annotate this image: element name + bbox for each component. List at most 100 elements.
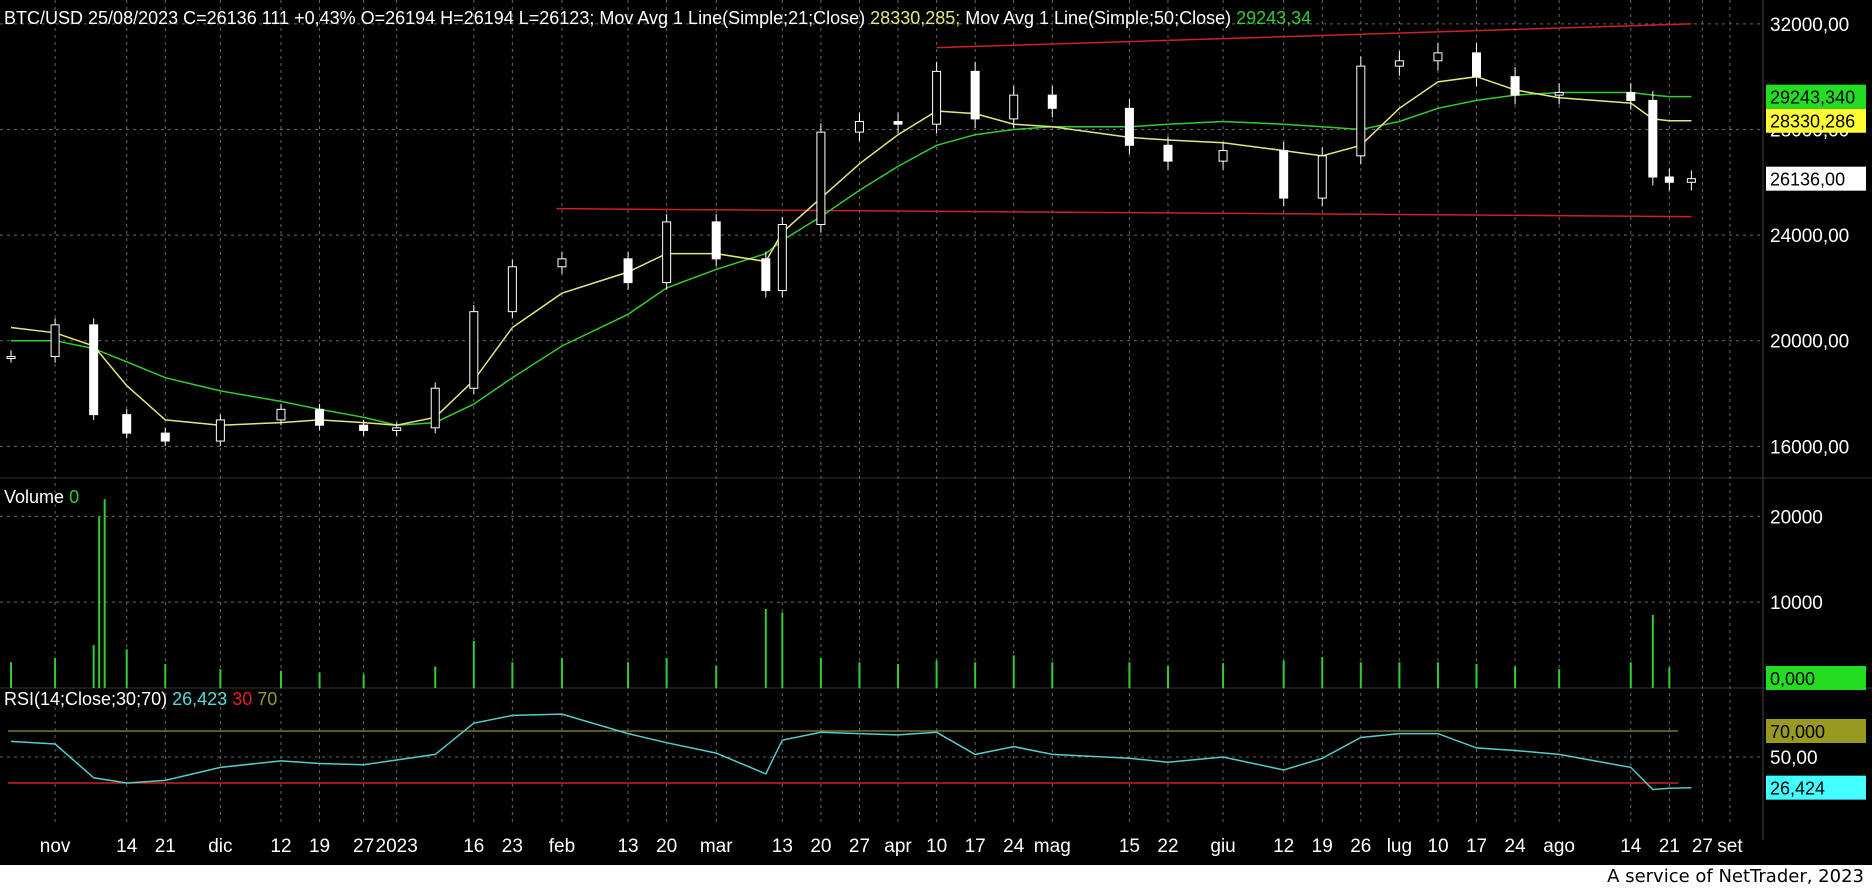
x-tick-label: 10 bbox=[1427, 836, 1448, 857]
candle-body bbox=[1047, 94, 1057, 109]
price-candles bbox=[6, 43, 1696, 447]
candle-body bbox=[89, 324, 99, 416]
x-tick-label: 17 bbox=[965, 836, 986, 857]
x-tick-label: 20 bbox=[656, 836, 677, 857]
ma50-line bbox=[11, 91, 1692, 426]
volume-badge-bg bbox=[1766, 666, 1866, 690]
grid-lines bbox=[0, 0, 1763, 822]
x-tick-label: 24 bbox=[1505, 836, 1527, 857]
candle-body bbox=[761, 258, 771, 292]
header-quote: C=26136 111 +0,43% O=26194 H=26194 L=261… bbox=[183, 8, 594, 28]
candle-body bbox=[932, 70, 942, 125]
candle-body bbox=[1433, 52, 1443, 62]
x-tick-label: 21 bbox=[155, 836, 176, 857]
footer-credit: A service of NetTrader, 2023 bbox=[1607, 866, 1864, 887]
x-tick-label: 27 bbox=[849, 836, 870, 857]
x-tick-label: 15 bbox=[1119, 836, 1140, 857]
price-badge: 29243,340 bbox=[1770, 88, 1855, 108]
x-tick-label: mar bbox=[700, 836, 733, 857]
x-tick-label: 27 bbox=[1692, 836, 1713, 857]
candle-body bbox=[1510, 76, 1520, 96]
x-tick-label: lug bbox=[1387, 836, 1412, 857]
candle-body bbox=[1664, 176, 1674, 183]
x-tick-label: 19 bbox=[309, 836, 330, 857]
rsi-line bbox=[10, 713, 1692, 791]
candle-body bbox=[662, 221, 672, 284]
trendline-support bbox=[556, 207, 1692, 218]
candle-body bbox=[276, 408, 286, 421]
candle-body bbox=[1394, 60, 1404, 67]
candle-body bbox=[1472, 52, 1482, 78]
volume-legend-value: 0 bbox=[69, 487, 79, 507]
candle-body bbox=[557, 258, 567, 268]
candle-body bbox=[392, 427, 402, 431]
x-tick-label: giu bbox=[1210, 836, 1235, 857]
instrument-name: BTC/USD bbox=[4, 8, 83, 28]
rsi-legend-value: 26,423 bbox=[172, 689, 227, 709]
candle-body bbox=[315, 408, 325, 426]
x-tick-label: 16 bbox=[463, 836, 484, 857]
header-date: 25/08/2023 bbox=[88, 8, 178, 28]
x-tick-label: 13 bbox=[772, 836, 793, 857]
x-tick-label: 13 bbox=[617, 836, 638, 857]
ma21-legend-label: Mov Avg 1 Line(Simple;21;Close) bbox=[599, 8, 865, 28]
candle-body bbox=[215, 419, 225, 442]
trendlines bbox=[556, 23, 1692, 218]
price-badge: 26136,00 bbox=[1770, 170, 1845, 190]
price-tick-label: 24000,00 bbox=[1770, 226, 1849, 247]
rsi-legend-low: 30 bbox=[232, 689, 252, 709]
x-tick-label: 12 bbox=[270, 836, 291, 857]
volume-bars bbox=[10, 499, 1671, 688]
x-tick-label: nov bbox=[40, 836, 71, 857]
candle-body bbox=[711, 221, 721, 260]
rsi-badge-bg bbox=[1766, 775, 1866, 800]
price-header: BTC/USD 25/08/2023 C=26136 111 +0,43% O=… bbox=[4, 8, 1311, 28]
rsi-legend-high: 70 bbox=[257, 689, 277, 709]
rsi-path bbox=[10, 713, 1692, 791]
trendline-resistance bbox=[936, 23, 1692, 49]
candle-body bbox=[1218, 150, 1228, 162]
x-tick-label: dic bbox=[208, 836, 232, 857]
rsi-header: RSI(14;Close;30;70) 26,423 30 70 bbox=[4, 689, 277, 709]
candle-body bbox=[854, 121, 864, 133]
candle-body bbox=[970, 70, 980, 120]
x-tick-label: ago bbox=[1543, 836, 1575, 857]
candle-body bbox=[1279, 150, 1289, 199]
volume-header: Volume 0 bbox=[4, 487, 79, 507]
candle-body bbox=[469, 311, 479, 389]
candle-body bbox=[1356, 65, 1366, 157]
price-tick-label: 20000,00 bbox=[1770, 332, 1849, 353]
x-tick-label: apr bbox=[884, 836, 912, 857]
candle-body bbox=[893, 121, 903, 125]
x-tick-label: 12 bbox=[1273, 836, 1294, 857]
price-tick-label: 16000,00 bbox=[1770, 437, 1849, 458]
x-tick-label: 27 bbox=[353, 836, 374, 857]
x-tick-label: 20 bbox=[810, 836, 831, 857]
candle-body bbox=[1686, 178, 1696, 183]
x-tick-label: 21 bbox=[1659, 836, 1680, 857]
chart-canvas: nov 14 21 dic 12 19 27 2023 16 23 feb 13 20 mar 13 20 27… bbox=[0, 0, 1872, 857]
rsi-tick-label: 50,00 bbox=[1770, 748, 1818, 769]
x-tick-label: 14 bbox=[1620, 836, 1642, 857]
candle-body bbox=[1124, 107, 1134, 146]
rsi-badge: 26,424 bbox=[1770, 779, 1825, 799]
x-tick-label: 2023 bbox=[376, 836, 418, 857]
x-tick-label: 14 bbox=[116, 836, 138, 857]
candle-body bbox=[777, 224, 787, 292]
x-tick-label: set bbox=[1717, 836, 1743, 857]
x-tick-label: 19 bbox=[1312, 836, 1333, 857]
ma21-legend-value: 28330,285; bbox=[870, 8, 960, 28]
x-tick-label: 24 bbox=[1003, 836, 1025, 857]
ma50-legend-label: Mov Avg 1 Line(Simple;50;Close) bbox=[965, 8, 1231, 28]
candle-body bbox=[1626, 91, 1636, 101]
candle-body bbox=[359, 424, 369, 431]
x-tick-label: 17 bbox=[1466, 836, 1487, 857]
x-tick-label: 26 bbox=[1350, 836, 1371, 857]
candle-body bbox=[122, 414, 132, 434]
ma50-legend-value: 29243,34 bbox=[1236, 8, 1311, 28]
candle-body bbox=[160, 432, 170, 442]
candle-body bbox=[1317, 155, 1327, 199]
x-tick-label: 10 bbox=[926, 836, 947, 857]
ma21-path bbox=[10, 75, 1692, 426]
